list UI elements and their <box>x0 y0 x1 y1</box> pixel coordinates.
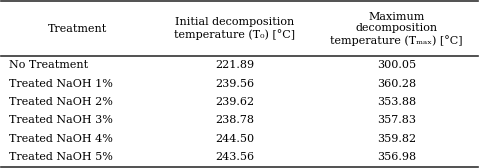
Text: No Treatment: No Treatment <box>9 60 88 70</box>
Text: Initial decomposition
temperature (T₀) [°C]: Initial decomposition temperature (T₀) [… <box>174 17 295 40</box>
Text: Treated NaOH 3%: Treated NaOH 3% <box>9 115 112 125</box>
Text: 244.50: 244.50 <box>215 134 254 144</box>
Text: 357.83: 357.83 <box>377 115 416 125</box>
Text: Maximum
decomposition
temperature (Tₘₐₓ) [°C]: Maximum decomposition temperature (Tₘₐₓ)… <box>331 12 463 46</box>
Text: 359.82: 359.82 <box>377 134 416 144</box>
Text: 239.62: 239.62 <box>215 97 254 107</box>
Text: Treated NaOH 2%: Treated NaOH 2% <box>9 97 112 107</box>
Text: 243.56: 243.56 <box>215 152 254 162</box>
Text: 239.56: 239.56 <box>215 79 254 89</box>
Text: 356.98: 356.98 <box>377 152 416 162</box>
Text: Treated NaOH 1%: Treated NaOH 1% <box>9 79 112 89</box>
Text: 300.05: 300.05 <box>377 60 416 70</box>
Text: 360.28: 360.28 <box>377 79 416 89</box>
Text: Treated NaOH 5%: Treated NaOH 5% <box>9 152 112 162</box>
Text: Treatment: Treatment <box>48 24 107 34</box>
Text: 221.89: 221.89 <box>215 60 254 70</box>
Text: 238.78: 238.78 <box>215 115 254 125</box>
Text: 353.88: 353.88 <box>377 97 416 107</box>
Text: Treated NaOH 4%: Treated NaOH 4% <box>9 134 112 144</box>
